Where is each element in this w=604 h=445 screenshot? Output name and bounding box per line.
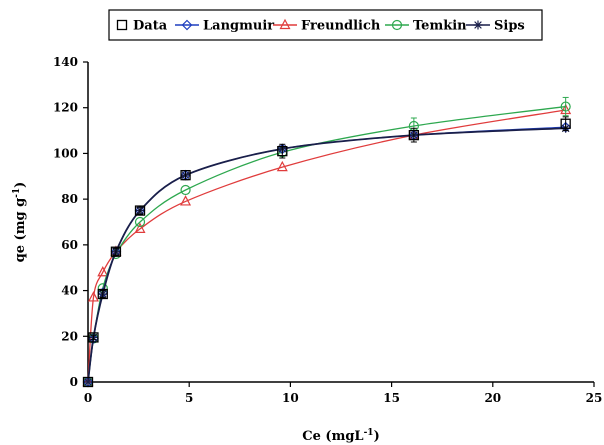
freundlich-point [276, 160, 288, 172]
x-axis-title-end: ) [374, 429, 380, 444]
legend-marker-data [116, 19, 128, 31]
x-axis-title-main: Ce (mgL [302, 429, 363, 444]
series-layer [82, 96, 572, 388]
legend-label-langmuir: Langmuir [203, 19, 274, 34]
legend-marker-freundlich [279, 18, 291, 30]
data-point [180, 169, 191, 181]
x-axis-title: Ce (mgL-1) [302, 428, 379, 444]
y-tick-label: 0 [70, 375, 78, 389]
legend-label-temkin: Temkin [413, 19, 467, 34]
freundlich-line [87, 109, 566, 383]
series-data [82, 116, 571, 388]
x-tick-label: 20 [484, 391, 501, 405]
y-axis-title: qe (mg g-1) [12, 182, 28, 263]
y-tick-label: 80 [61, 192, 78, 206]
series-freundlich [82, 103, 572, 387]
legend-label-sips: Sips [494, 19, 525, 34]
legend-marker-temkin [391, 19, 403, 31]
x-axis-title-sup: -1 [364, 428, 374, 438]
data-point [560, 118, 571, 129]
legend-entry-langmuir: Langmuir [175, 19, 274, 34]
series-temkin [82, 96, 571, 388]
legend-label-data: Data [133, 19, 168, 34]
y-tick-label: 140 [53, 55, 78, 69]
legend-entry-freundlich: Freundlich [273, 19, 381, 34]
temkin-line [87, 105, 566, 383]
series-langmuir [82, 121, 572, 388]
legend-marker-sips [473, 20, 483, 30]
y-tick-label: 60 [61, 238, 78, 252]
y-axis-title-main: qe (mg g [13, 198, 28, 263]
temkin-point [180, 184, 191, 196]
y-axis-title-sup: -1 [12, 188, 22, 198]
freundlich-point [87, 291, 99, 302]
sips-line [87, 127, 566, 383]
freundlich-point [180, 195, 192, 206]
x-tick-label: 0 [84, 391, 92, 405]
freundlich-point [134, 222, 146, 233]
x-tick-label: 25 [586, 391, 603, 405]
x-tick-label: 5 [185, 391, 193, 405]
legend-label-freundlich: Freundlich [301, 19, 381, 34]
data-point [408, 129, 420, 141]
data-point [97, 288, 108, 300]
legend-entry-data: Data [116, 19, 168, 34]
series-sips [83, 123, 571, 387]
temkin-point [560, 101, 571, 112]
legend-entry-temkin: Temkin [385, 19, 467, 34]
data-point [134, 205, 146, 216]
y-tick-label: 20 [61, 329, 78, 343]
x-tick-label: 10 [282, 391, 299, 405]
y-tick-label: 100 [53, 146, 78, 160]
data-point [277, 145, 288, 157]
sips-point [83, 377, 93, 387]
temkin-point [134, 216, 146, 228]
data-point [88, 332, 99, 343]
legend-marker-langmuir [181, 19, 193, 31]
y-tick-label: 120 [53, 101, 78, 115]
langmuir-line [87, 126, 566, 383]
freundlich-point [97, 266, 109, 277]
data-point [82, 376, 94, 388]
axes: 0 5 10 15 20 25 0 20 40 60 80 100 120 140 [53, 55, 602, 405]
legend-entry-sips: Sips [466, 19, 525, 34]
x-tick-label: 15 [383, 391, 400, 405]
y-tick-label: 40 [61, 284, 78, 298]
legend: Data Langmuir Freundlich Temkin Sips [108, 9, 543, 41]
y-axis-title-end: ) [13, 182, 28, 188]
data-point [110, 246, 122, 257]
